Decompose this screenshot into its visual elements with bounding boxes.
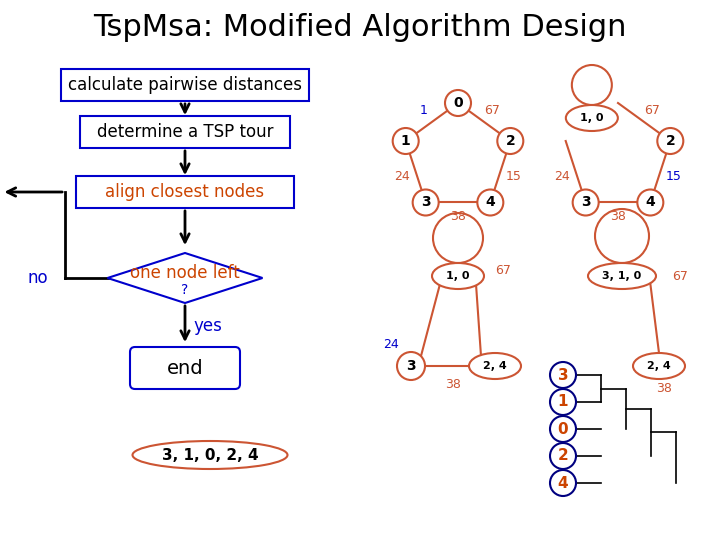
FancyBboxPatch shape: [61, 69, 309, 101]
Text: end: end: [167, 359, 203, 377]
Text: 2, 4: 2, 4: [483, 361, 507, 371]
Circle shape: [397, 352, 425, 380]
Ellipse shape: [588, 263, 656, 289]
Text: 1, 0: 1, 0: [580, 113, 603, 123]
FancyBboxPatch shape: [80, 116, 290, 148]
Ellipse shape: [633, 353, 685, 379]
Text: 1, 0: 1, 0: [446, 271, 469, 281]
Text: 67: 67: [672, 269, 688, 282]
Text: calculate pairwise distances: calculate pairwise distances: [68, 76, 302, 94]
Circle shape: [572, 190, 598, 215]
Text: 3, 1, 0: 3, 1, 0: [603, 271, 642, 281]
Circle shape: [445, 90, 471, 116]
Text: 0: 0: [558, 422, 568, 436]
Text: 3: 3: [558, 368, 568, 382]
Circle shape: [550, 389, 576, 415]
Circle shape: [498, 128, 523, 154]
Text: 15: 15: [505, 170, 521, 183]
Circle shape: [657, 128, 683, 154]
Text: 3: 3: [406, 359, 416, 373]
Text: 2, 4: 2, 4: [647, 361, 671, 371]
Text: determine a TSP tour: determine a TSP tour: [96, 123, 274, 141]
Text: 24: 24: [554, 170, 570, 183]
Text: 4: 4: [645, 195, 655, 210]
Text: 24: 24: [395, 170, 410, 183]
Circle shape: [392, 128, 419, 154]
Circle shape: [413, 190, 438, 215]
Text: ?: ?: [181, 283, 189, 297]
Circle shape: [550, 362, 576, 388]
Text: 3, 1, 0, 2, 4: 3, 1, 0, 2, 4: [162, 448, 258, 462]
Ellipse shape: [566, 105, 618, 131]
Text: 4: 4: [558, 476, 568, 490]
Text: 67: 67: [485, 104, 500, 117]
Circle shape: [477, 190, 503, 215]
Text: 0: 0: [453, 96, 463, 110]
Text: align closest nodes: align closest nodes: [105, 183, 264, 201]
Ellipse shape: [432, 263, 484, 289]
Text: 38: 38: [656, 381, 672, 395]
Text: 67: 67: [495, 265, 511, 278]
Text: 1: 1: [420, 104, 428, 117]
Text: 4: 4: [485, 195, 495, 210]
Text: no: no: [27, 269, 48, 287]
Circle shape: [637, 190, 663, 215]
Text: 2: 2: [505, 134, 516, 148]
Text: 1: 1: [401, 134, 410, 148]
Text: 3: 3: [421, 195, 431, 210]
Text: 3: 3: [581, 195, 590, 210]
Text: 2: 2: [557, 449, 568, 463]
Text: 24: 24: [383, 338, 399, 350]
Ellipse shape: [469, 353, 521, 379]
Text: 1: 1: [558, 395, 568, 409]
Text: 38: 38: [445, 377, 461, 390]
Circle shape: [550, 443, 576, 469]
Text: 67: 67: [644, 104, 660, 117]
FancyBboxPatch shape: [76, 176, 294, 208]
Text: TspMsa: Modified Algorithm Design: TspMsa: Modified Algorithm Design: [94, 14, 626, 43]
Text: yes: yes: [194, 317, 222, 335]
Text: 38: 38: [610, 210, 626, 223]
FancyBboxPatch shape: [130, 347, 240, 389]
Text: one node left: one node left: [130, 264, 240, 282]
Circle shape: [550, 470, 576, 496]
Text: 38: 38: [450, 210, 466, 223]
Text: 2: 2: [665, 134, 675, 148]
Text: 15: 15: [666, 170, 682, 183]
Circle shape: [550, 416, 576, 442]
